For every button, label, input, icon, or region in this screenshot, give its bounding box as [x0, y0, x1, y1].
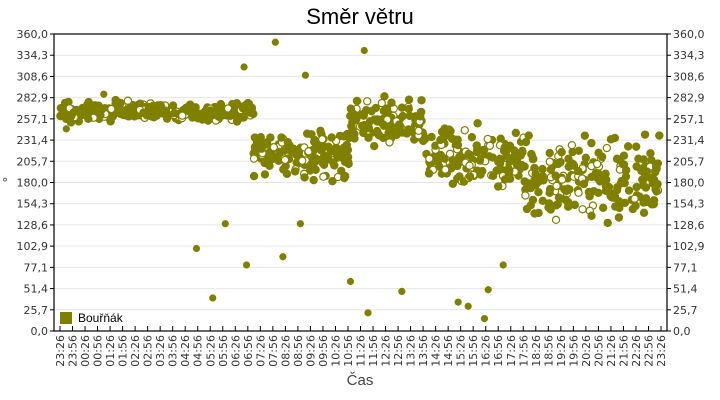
legend: Bouřňák: [60, 311, 123, 325]
svg-text:11:56: 11:56: [367, 335, 380, 367]
svg-text:20:26: 20:26: [580, 335, 593, 367]
svg-text:205,7: 205,7: [17, 155, 49, 168]
svg-text:18:56: 18:56: [542, 335, 555, 367]
svg-text:08:56: 08:56: [292, 335, 305, 367]
svg-text:334,3: 334,3: [17, 49, 49, 62]
svg-text:21:26: 21:26: [605, 335, 618, 367]
svg-text:08:26: 08:26: [279, 335, 292, 367]
svg-text:12:56: 12:56: [392, 335, 405, 367]
svg-text:0,0: 0,0: [673, 325, 691, 338]
svg-text:05:56: 05:56: [217, 335, 230, 367]
svg-text:13:56: 13:56: [417, 335, 430, 367]
svg-text:22:26: 22:26: [630, 335, 643, 367]
svg-text:16:26: 16:26: [480, 335, 493, 367]
svg-text:05:26: 05:26: [204, 335, 217, 367]
svg-text:19:56: 19:56: [567, 335, 580, 367]
svg-text:128,6: 128,6: [17, 219, 49, 232]
svg-text:154,3: 154,3: [17, 198, 49, 211]
svg-text:03:26: 03:26: [154, 335, 167, 367]
svg-text:154,3: 154,3: [673, 198, 705, 211]
svg-text:14:56: 14:56: [442, 335, 455, 367]
svg-text:14:26: 14:26: [430, 335, 443, 367]
svg-text:17:56: 17:56: [517, 335, 530, 367]
svg-text:13:26: 13:26: [405, 335, 418, 367]
svg-text:15:56: 15:56: [467, 335, 480, 367]
svg-text:25,7: 25,7: [673, 304, 698, 317]
svg-text:21:56: 21:56: [617, 335, 630, 367]
svg-text:09:26: 09:26: [304, 335, 317, 367]
svg-text:180,0: 180,0: [673, 177, 705, 190]
svg-text:51,4: 51,4: [673, 283, 698, 296]
svg-text:01:56: 01:56: [117, 335, 130, 367]
svg-text:205,7: 205,7: [673, 155, 705, 168]
svg-text:308,6: 308,6: [17, 70, 49, 83]
svg-text:22:56: 22:56: [642, 335, 655, 367]
svg-text:231,4: 231,4: [17, 134, 49, 147]
svg-text:10:26: 10:26: [329, 335, 342, 367]
svg-text:04:56: 04:56: [192, 335, 205, 367]
chart-title: Směr větru: [306, 4, 414, 29]
svg-text:17:26: 17:26: [505, 335, 518, 367]
svg-text:06:56: 06:56: [242, 335, 255, 367]
svg-text:257,1: 257,1: [17, 113, 49, 126]
legend-label: Bouřňák: [78, 311, 123, 325]
svg-text:282,9: 282,9: [673, 92, 705, 105]
svg-text:257,1: 257,1: [673, 113, 705, 126]
svg-text:11:26: 11:26: [355, 335, 368, 367]
svg-text:09:56: 09:56: [317, 335, 330, 367]
svg-text:282,9: 282,9: [17, 92, 49, 105]
svg-text:06:26: 06:26: [229, 335, 242, 367]
svg-text:23:56: 23:56: [67, 335, 80, 367]
svg-text:360,0: 360,0: [17, 28, 49, 41]
svg-text:334,3: 334,3: [673, 49, 705, 62]
legend-swatch: [60, 312, 72, 324]
x-axis-label: Čas: [346, 372, 374, 389]
svg-text:07:56: 07:56: [267, 335, 280, 367]
svg-text:23:26: 23:26: [54, 335, 67, 367]
svg-text:102,9: 102,9: [673, 240, 705, 253]
svg-text:02:26: 02:26: [129, 335, 142, 367]
svg-text:07:26: 07:26: [254, 335, 267, 367]
svg-text:16:56: 16:56: [492, 335, 505, 367]
svg-text:18:26: 18:26: [530, 335, 543, 367]
svg-text:23:26: 23:26: [655, 335, 668, 367]
svg-text:19:26: 19:26: [555, 335, 568, 367]
svg-text:02:56: 02:56: [142, 335, 155, 367]
svg-text:25,7: 25,7: [24, 304, 49, 317]
svg-text:03:56: 03:56: [167, 335, 180, 367]
svg-text:180,0: 180,0: [17, 177, 49, 190]
svg-text:15:26: 15:26: [455, 335, 468, 367]
svg-text:00:56: 00:56: [92, 335, 105, 367]
svg-text:51,4: 51,4: [24, 283, 49, 296]
y-axis-label: °: [2, 176, 8, 190]
svg-text:20:56: 20:56: [592, 335, 605, 367]
svg-text:102,9: 102,9: [17, 240, 49, 253]
svg-text:77,1: 77,1: [673, 261, 698, 274]
svg-text:12:26: 12:26: [380, 335, 393, 367]
svg-text:231,4: 231,4: [673, 134, 705, 147]
svg-text:01:26: 01:26: [104, 335, 117, 367]
svg-text:0,0: 0,0: [31, 325, 49, 338]
svg-text:10:56: 10:56: [342, 335, 355, 367]
svg-text:00:26: 00:26: [79, 335, 92, 367]
svg-text:77,1: 77,1: [24, 261, 49, 274]
svg-text:360,0: 360,0: [673, 28, 705, 41]
svg-text:04:26: 04:26: [179, 335, 192, 367]
svg-text:128,6: 128,6: [673, 219, 705, 232]
svg-text:308,6: 308,6: [673, 70, 705, 83]
